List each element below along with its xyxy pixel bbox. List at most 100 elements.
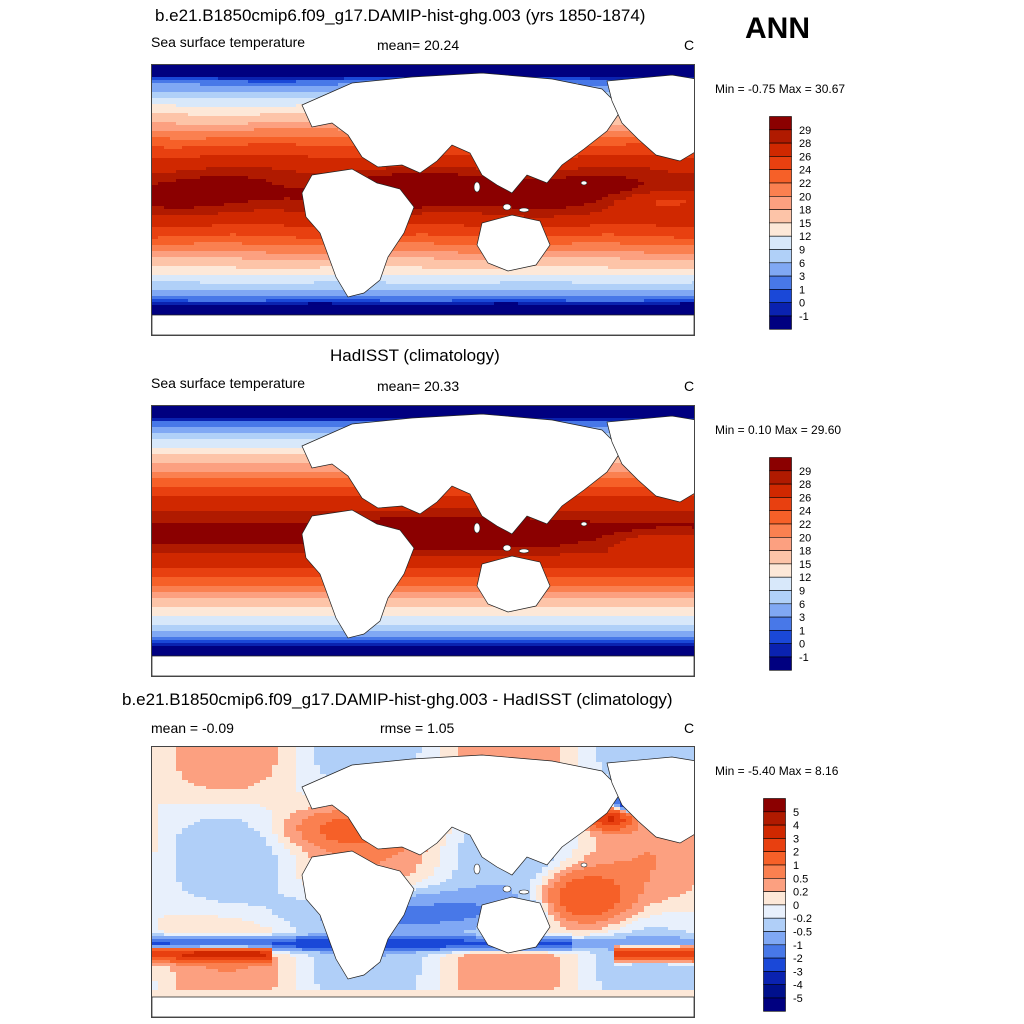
colorbar-swatch	[763, 851, 786, 866]
colorbar-tick-label: 2	[793, 847, 799, 859]
colorbar-swatch	[763, 957, 786, 972]
colorbar-swatch	[769, 470, 792, 485]
colorbar-tick-label: -0.2	[793, 913, 812, 925]
colorbar-tick-label: -1	[799, 311, 809, 323]
colorbar-tick-label: 9	[799, 586, 805, 598]
colorbar-tick-label: 6	[799, 599, 805, 611]
colorbar-tick-label: 6	[799, 258, 805, 270]
colorbar-swatch	[769, 169, 792, 184]
colorbar-tick-label: 9	[799, 245, 805, 257]
colorbar-tick-label: 12	[799, 231, 811, 243]
colorbar-tick-label: 20	[799, 191, 811, 203]
colorbar-tick-label: -3	[793, 966, 803, 978]
colorbar-tick-label: 15	[799, 559, 811, 571]
colorbar-swatch	[769, 289, 792, 303]
colorbar-swatch	[769, 249, 792, 264]
colorbar-swatch	[769, 510, 792, 525]
continents	[152, 413, 694, 676]
panel-3-map	[151, 746, 695, 1018]
panel-2-variable-label: Sea surface temperature	[151, 375, 305, 391]
colorbar-swatch	[763, 904, 786, 919]
colorbar-tick-label: 24	[799, 165, 811, 177]
colorbar-swatch	[769, 209, 792, 224]
colorbar-tick-label: 0	[799, 298, 805, 310]
colorbar-tick-label: 3	[793, 833, 799, 845]
colorbar-tick-label: -4	[793, 980, 803, 992]
panel-3-units-label: C	[684, 720, 694, 736]
colorbar-swatch	[769, 537, 792, 551]
colorbar-swatch	[763, 878, 786, 892]
panel-2-minmax: Min = 0.10 Max = 29.60	[715, 423, 841, 437]
colorbar-swatch	[769, 603, 792, 618]
colorbar-swatch	[763, 984, 786, 999]
colorbar-tick-label: -2	[793, 953, 803, 965]
panel-1-title: b.e21.B1850cmip6.f09_g17.DAMIP-hist-ghg.…	[155, 6, 645, 26]
colorbar-swatch	[769, 275, 792, 290]
colorbar-swatch	[763, 944, 786, 959]
colorbar-swatch	[763, 931, 786, 946]
panel-1-colorbar: 29 28 26 24 22 20 18 15 12 9 6 3 1 0 -1	[769, 116, 829, 336]
colorbar-tick-label: 29	[799, 466, 811, 478]
colorbar-tick-label: 1	[799, 284, 805, 296]
colorbar-tick-label: 5	[793, 807, 799, 819]
colorbar-tick-label: 28	[799, 138, 811, 150]
panel-1-variable-label: Sea surface temperature	[151, 34, 305, 50]
colorbar-swatch	[763, 917, 786, 932]
colorbar-tick-label: -1	[799, 652, 809, 664]
colorbar-tick-label: 15	[799, 218, 811, 230]
colorbar-tick-label: 1	[793, 860, 799, 872]
colorbar-swatch	[769, 302, 792, 317]
colorbar-tick-label: 20	[799, 532, 811, 544]
colorbar-swatch	[763, 838, 786, 853]
panel-1-units-label: C	[684, 37, 694, 53]
colorbar-tick-label: -5	[793, 993, 803, 1005]
panel-3-title: b.e21.B1850cmip6.f09_g17.DAMIP-hist-ghg.…	[122, 690, 673, 710]
colorbar-swatch	[769, 483, 792, 498]
panel-1-mean-label: mean= 20.24	[377, 37, 459, 53]
colorbar-swatch	[763, 798, 786, 813]
colorbar-tick-label: 24	[799, 506, 811, 518]
colorbar-tick-label: -1	[793, 940, 803, 952]
colorbar-tick-label: 22	[799, 178, 811, 190]
panel-2-map	[151, 405, 695, 677]
colorbar-tick-label: 0	[793, 900, 799, 912]
colorbar-swatch	[769, 116, 792, 131]
colorbar-tick-label: 0.5	[793, 873, 808, 885]
colorbar-tick-label: 12	[799, 572, 811, 584]
colorbar-swatch	[769, 497, 792, 512]
colorbar-tick-label: 3	[799, 612, 805, 624]
colorbar-tick-label: 0	[799, 639, 805, 651]
colorbar-tick-label: 4	[793, 820, 799, 832]
colorbar-swatch	[763, 971, 786, 985]
panel-3-mean-label: mean = -0.09	[151, 720, 234, 736]
colorbar-swatch	[763, 811, 786, 826]
panel-3-rmse-label: rmse = 1.05	[380, 720, 454, 736]
colorbar-tick-label: 0.2	[793, 887, 808, 899]
colorbar-swatch	[769, 142, 792, 157]
panel-2-mean-label: mean= 20.33	[377, 378, 459, 394]
colorbar-swatch	[769, 590, 792, 605]
colorbar-swatch	[763, 891, 786, 906]
colorbar-swatch	[769, 630, 792, 644]
colorbar-swatch	[769, 550, 792, 565]
colorbar-swatch	[769, 182, 792, 197]
colorbar-swatch	[769, 315, 792, 330]
colorbar-tick-label: 18	[799, 205, 811, 217]
colorbar-swatch	[769, 656, 792, 671]
colorbar-swatch	[769, 262, 792, 277]
colorbar-tick-label: 26	[799, 492, 811, 504]
colorbar-tick-label: 3	[799, 271, 805, 283]
continents	[152, 72, 694, 335]
colorbar-swatch	[769, 576, 792, 591]
colorbar-tick-label: 18	[799, 546, 811, 558]
continents	[152, 754, 694, 1017]
colorbar-swatch	[763, 864, 786, 879]
colorbar-tick-label: 22	[799, 519, 811, 531]
colorbar-swatch	[769, 156, 792, 171]
panel-3-colorbar: 5 4 3 2 1 0.5 0.2 0 -0.2 -0.5 -1 -2 -3 -4 -5	[763, 798, 823, 1018]
colorbar-swatch	[763, 824, 786, 839]
panel-2-colorbar: 29 28 26 24 22 20 18 15 12 9 6 3 1 0 -1	[769, 457, 829, 677]
colorbar-tick-label: 28	[799, 479, 811, 491]
colorbar-swatch	[769, 196, 792, 210]
colorbar-tick-label: 26	[799, 151, 811, 163]
